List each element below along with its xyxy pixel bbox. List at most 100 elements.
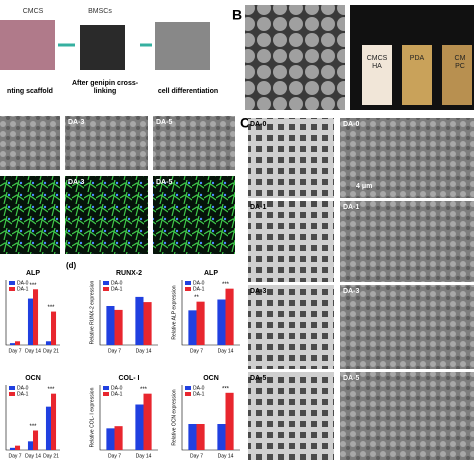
bar [106,306,115,345]
significance: *** [47,305,55,311]
chart-title: OCN [203,375,219,382]
image-label: DA-1 [250,204,266,211]
step-label: nting scaffold [7,88,53,95]
legend-swatch [9,281,15,285]
image-label: DA-3 [68,119,84,126]
bar [196,424,205,450]
x-tick-label: Day 7 [108,348,121,354]
x-tick-label: Day 14 [25,348,41,354]
x-tick-label: Day 14 [218,453,234,459]
image-label: DA-3 [343,288,359,295]
legend-label: DA-1 [111,286,123,292]
bar [106,428,115,450]
sem-image [153,116,235,170]
bar [217,424,226,450]
chart-title: ALP [204,270,218,277]
bar [114,426,123,450]
y-axis-label: Relative RUNX-2 expression [89,280,95,344]
image-label: DA-5 [250,375,266,382]
chart-title: OCN [25,375,41,382]
legend-label: DA-1 [17,391,29,397]
axis [5,385,60,451]
sem-image [340,285,474,369]
significance: *** [140,387,148,393]
significance: *** [222,386,230,392]
x-tick-label: Day 21 [43,348,59,354]
bar [51,311,57,345]
fluorescence-image [153,176,235,254]
bar [114,309,123,345]
legend-label: DA-1 [17,286,29,292]
bar [27,441,33,450]
x-tick-label: Day 7 [190,348,203,354]
bar [188,310,197,345]
scaffold-icon [0,20,55,70]
legend-label: DA-0 [17,385,29,391]
sem-image [340,372,474,460]
x-tick-label: Day 7 [8,453,21,459]
legend-swatch [103,392,109,396]
image-label: DA-1 [343,204,359,211]
scaffold-photo [248,285,334,369]
scaffold-photo [248,201,334,282]
y-axis-label: Relative COL- I expression [89,387,95,447]
bar [9,447,15,450]
bar [143,393,152,450]
legend-swatch [103,281,109,285]
sem-image [340,201,474,282]
significance: *** [29,283,37,289]
scaffold-icon [155,22,210,70]
bar [45,341,51,345]
axis [5,280,60,346]
sem-image [245,5,345,110]
vial [442,45,472,105]
step-label: After genipin cross-linking [71,80,139,95]
y-axis-label: Relative OCN expression [171,389,177,445]
panel-letter: (d) [66,261,77,270]
x-tick-label: Day 14 [218,348,234,354]
legend-swatch [185,287,191,291]
legend-swatch [9,287,15,291]
legend-swatch [9,392,15,396]
bar [51,393,57,450]
bar [143,302,152,345]
vial-label: CMCS HA [366,55,388,70]
sem-image [65,116,148,170]
x-tick-label: Day 14 [25,453,41,459]
image-label: DA-0 [343,121,359,128]
legend-label: DA-0 [193,280,205,286]
chart-title: COL- I [119,375,140,382]
bar [188,424,197,450]
legend-label: DA-1 [193,286,205,292]
bar [135,404,144,450]
vial-label: PDA [409,55,425,62]
image-label: DA-3 [68,179,84,186]
legend-swatch [103,287,109,291]
vial [402,45,432,105]
significance: *** [29,424,37,430]
x-tick-label: Day 14 [136,453,152,459]
step-label: cell differentiation [157,88,219,95]
bar [33,289,39,345]
significance: *** [47,387,55,393]
scale-label: 4 μm [356,183,372,190]
significance: ** [194,295,199,301]
fluorescence-image [0,176,60,254]
legend-swatch [185,281,191,285]
x-tick-label: Day 7 [108,453,121,459]
image-label: DA-5 [343,375,359,382]
bar [225,392,234,450]
legend-label: DA-1 [111,391,123,397]
bar [27,298,33,345]
fluorescence-image [65,176,148,254]
significance: *** [222,282,230,288]
x-tick-label: Day 7 [190,453,203,459]
panel-letter: B [232,7,242,23]
bar [225,288,234,345]
bar [217,299,226,345]
material-label: BMSCs [88,8,112,15]
scaffold-photo [248,118,334,198]
legend-label: DA-1 [193,391,205,397]
